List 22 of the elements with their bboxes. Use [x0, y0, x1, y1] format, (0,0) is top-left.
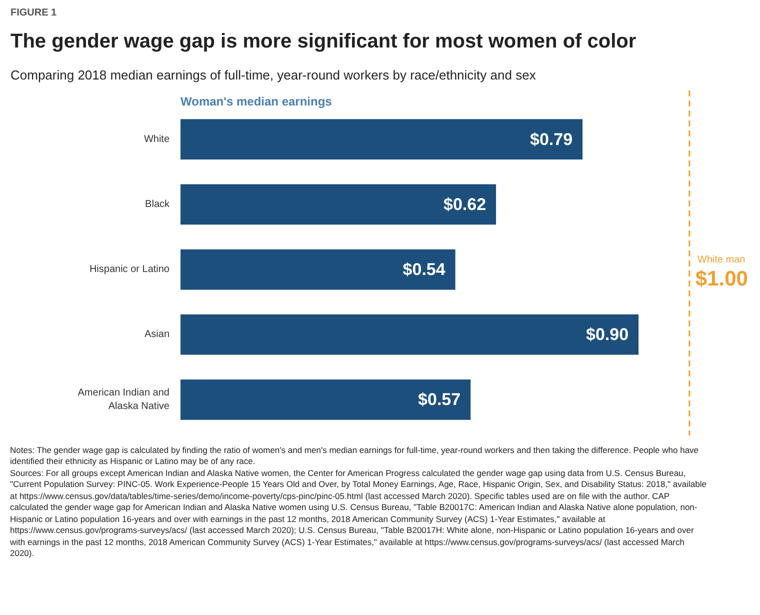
data-label: $0.54	[402, 260, 446, 280]
bar	[180, 314, 639, 355]
y-tick-label: White	[144, 134, 170, 145]
chart-title: The gender wage gap is more significant for most women of color	[10, 30, 636, 52]
y-tick-label: American Indian and Alaska Native	[78, 388, 170, 412]
y-tick-label: Black	[145, 198, 170, 210]
data-label: $0.90	[586, 325, 629, 344]
annotation: Woman's median earnings	[180, 94, 332, 108]
y-tick-label: Asian	[144, 329, 170, 340]
ref-line-label: White man $1.00	[695, 254, 748, 291]
bar	[180, 119, 583, 160]
chart-subtitle: Comparing 2018 median earnings of full-time, year-round workers by race/ethnicity and sex	[10, 68, 536, 82]
data-label: $0.57	[418, 390, 461, 410]
source-note: Sources: For all groups except American Indian and Alaska Native women, the Center for American Progress calculated the gender wage gap using data from U.S. Census Bureau, "Current Population Survey: PINC-05. Work Experience-People 15 Years Old and Over, by Total Money Earnings, Age, Race, Hispanic Origin, Sex, and Disability Status: 2018," available at https://www.census.gov/data/tables/time-series/demo/income-poverty/cps-pinc/pinc-05.html (last accessed March 2020). Specific tables used are on file with the author. CAP calculated the gender wage gap for American Indian and Alaska Native women using U.S. Census Bureau, "Table B20017C: American Indian and Alaska Native alone population, non-Hispanic or Latino population 16-years and over with earnings in the past 12 months, 2018 American Community Survey (ACS) 1-Year Estimates," available at https://www.census.gov/programs-surveys/acs/ (last accessed March 2020); U.S. Census Bureau, "Table B20017H: White alone, non-Hispanic or Latino population 16-years and over with earnings in the past 12 months, 2018 American Community Survey (ACS) 1-Year Estimates," available at https://www.census.gov/programs-surveys/acs/ (last accessed March 2020).	[10, 468, 708, 560]
bar	[180, 249, 456, 290]
data-label: $0.62	[443, 194, 486, 214]
y-tick-label: Hispanic or Latino	[89, 264, 170, 276]
bar	[180, 380, 471, 420]
bar	[180, 184, 496, 225]
data-label: $0.79	[530, 130, 573, 149]
caption: FIGURE 1	[10, 8, 58, 18]
text: Notes: The gender wage gap is calculated by finding the ratio of women's and men's median earnings for full-time, year-round workers and then taking the difference. People who have identified their ethnicity as Hispanic or Latino may be of any race.	[10, 445, 700, 468]
